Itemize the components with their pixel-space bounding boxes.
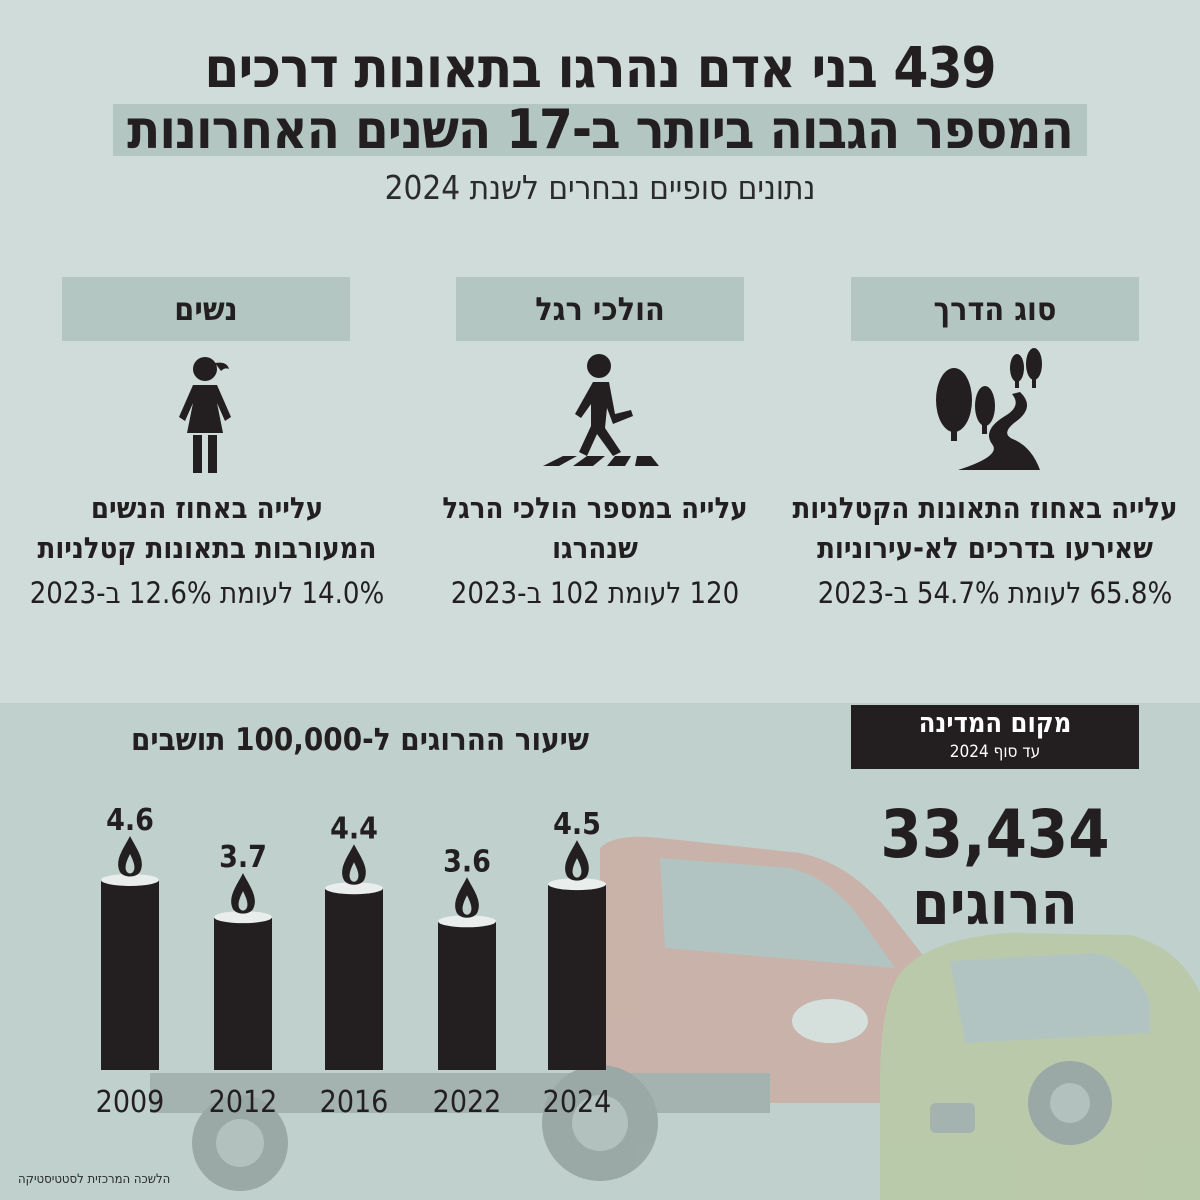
- candle-top: [325, 882, 383, 895]
- candle-top: [101, 874, 159, 886]
- state-rank-subtitle: עד סוף 2024: [949, 742, 1041, 762]
- chart-bar: [214, 917, 272, 1070]
- flame-icon: [118, 836, 142, 877]
- flame-icon: [231, 873, 255, 914]
- source-credit: הלשכה המרכזית לסטטיסטיקה: [18, 1172, 171, 1187]
- category-women-value: 14.0% לעומת 12.6% ב-2023: [29, 576, 385, 610]
- chart-bar: [548, 884, 606, 1070]
- x-tick-label: 2012: [209, 1085, 278, 1120]
- category-pedestrians-value: 120 לעומת 102 ב-2023: [450, 576, 740, 610]
- data-label: 4.5: [553, 807, 601, 842]
- x-tick-label: 2009: [96, 1085, 165, 1120]
- total-fatalities-number: 33,434: [880, 796, 1110, 873]
- data-label: 4.6: [106, 803, 154, 838]
- subtitle: נתונים סופיים נבחרים לשנת 2024: [384, 168, 816, 207]
- category-road-type-value: 65.8% לעומת 54.7% ב-2023: [817, 576, 1173, 610]
- category-road-type-box: סוג הדרך: [851, 277, 1139, 341]
- data-label: 3.6: [443, 844, 491, 879]
- x-tick-label: 2016: [320, 1085, 389, 1120]
- state-rank-title: מקום המדינה: [918, 708, 1072, 739]
- total-fatalities-label: הרוגים: [912, 869, 1078, 939]
- winding-road-trees-icon: [936, 348, 1042, 470]
- pedestrian-crosswalk-icon: [543, 354, 659, 466]
- category-road-type-label: סוג הדרך: [933, 290, 1057, 328]
- category-pedestrians-description: עלייה במספר הולכי הרגל שנהרגו: [442, 491, 748, 565]
- data-label: 3.7: [219, 840, 267, 875]
- category-road-type-description: עלייה באחוז התאונות הקטלניות שאירעו בדרכ…: [792, 491, 1178, 565]
- category-pedestrians-box: הולכי רגל: [456, 277, 744, 341]
- x-tick-label: 2024: [543, 1085, 612, 1120]
- x-tick-label: 2022: [433, 1085, 502, 1120]
- category-women-label: נשים: [174, 290, 238, 328]
- chart-bar: [101, 880, 159, 1070]
- category-pedestrians-label: הולכי רגל: [535, 290, 665, 328]
- candle-top: [438, 915, 496, 928]
- flame-icon: [342, 844, 366, 885]
- title-line-2: המספר הגבוה ביותר ב-17 השנים האחרונות: [113, 103, 1087, 157]
- state-rank-box: מקום המדינה עד סוף 2024: [851, 705, 1139, 769]
- woman-icon: [179, 357, 231, 473]
- title-line-1: 439 בני אדם נהרגו בתאונות דרכים: [204, 36, 996, 101]
- crashed-cars-illustration: [150, 836, 1200, 1200]
- flame-icon: [565, 840, 589, 881]
- candle-top: [214, 911, 272, 924]
- data-label: 4.4: [330, 811, 378, 846]
- category-women-description: עלייה באחוז הנשים המעורבות בתאונות קטלני…: [37, 491, 377, 565]
- chart-title: שיעור ההרוגים ל-100,000 תושבים: [130, 722, 590, 758]
- chart-bar: [438, 921, 496, 1070]
- category-women-box: נשים: [62, 277, 350, 341]
- chart-bar: [325, 888, 383, 1070]
- candle-top: [548, 878, 606, 891]
- flame-icon: [455, 877, 479, 918]
